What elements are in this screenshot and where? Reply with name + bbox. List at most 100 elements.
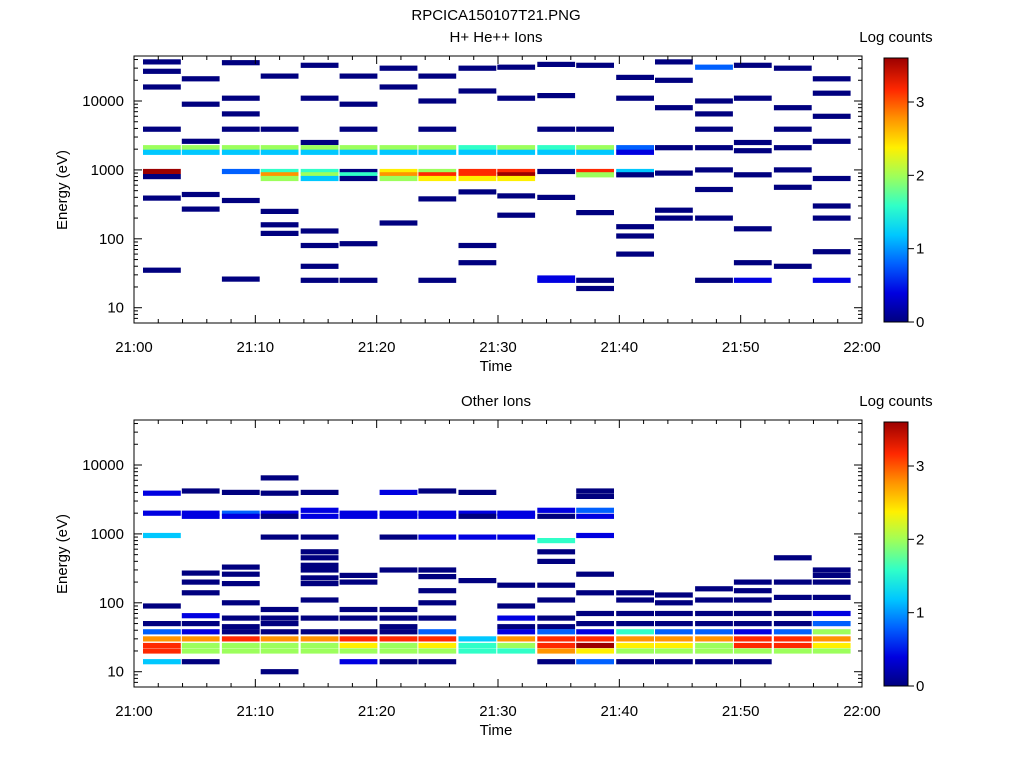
heatmap-cell bbox=[537, 549, 576, 555]
heatmap-cell bbox=[458, 172, 497, 178]
heatmap-cell bbox=[181, 488, 220, 494]
heatmap-cell bbox=[497, 64, 536, 70]
heatmap-cell bbox=[143, 174, 181, 180]
heatmap-cell bbox=[339, 73, 378, 79]
heatmap-cell bbox=[497, 513, 536, 519]
heatmap-cell bbox=[812, 249, 851, 255]
heatmap-cell bbox=[497, 149, 536, 155]
heatmap-cell bbox=[260, 175, 299, 182]
heatmap-cell bbox=[260, 621, 299, 627]
heatmap-cell bbox=[181, 149, 220, 155]
heatmap-cell bbox=[260, 475, 299, 481]
heatmap-cell bbox=[181, 513, 220, 519]
heatmap-cell bbox=[379, 636, 418, 642]
heatmap-cell bbox=[655, 636, 693, 642]
heatmap-cell bbox=[616, 590, 654, 596]
heatmap-cell bbox=[300, 95, 339, 101]
heatmap-cell bbox=[695, 659, 733, 665]
heatmap-cell bbox=[418, 510, 457, 516]
heatmap-cell bbox=[458, 145, 497, 151]
colorbar-tick-label: 0 bbox=[916, 314, 924, 331]
heatmap-cell bbox=[181, 636, 220, 642]
heatmap-cell bbox=[576, 149, 614, 155]
heatmap-cell bbox=[300, 277, 339, 283]
heatmap-cell bbox=[458, 636, 497, 642]
heatmap-cell bbox=[379, 624, 418, 630]
heatmap-cell bbox=[379, 534, 418, 540]
x-tick-label: 21:30 bbox=[479, 339, 517, 356]
heatmap-cell bbox=[143, 126, 181, 132]
heatmap-cell bbox=[143, 642, 181, 649]
heatmap-cell bbox=[339, 615, 378, 621]
heatmap-cell bbox=[143, 636, 181, 642]
y-axis-label: Energy (eV) bbox=[54, 514, 71, 594]
heatmap-cell bbox=[260, 168, 299, 175]
heatmap-cell bbox=[733, 648, 772, 654]
heatmap-cell bbox=[300, 149, 339, 155]
heatmap-cell bbox=[143, 267, 181, 273]
x-axis-label: Time bbox=[480, 358, 513, 375]
heatmap-cell bbox=[655, 145, 693, 151]
heatmap-cell bbox=[458, 642, 497, 649]
colorbar-label: Log counts bbox=[859, 393, 932, 410]
heatmap-cell bbox=[221, 629, 260, 635]
heatmap-cell bbox=[812, 579, 851, 585]
heatmap-cell bbox=[418, 629, 457, 635]
heatmap-cell bbox=[379, 145, 418, 151]
heatmap-cell bbox=[655, 592, 693, 598]
heatmap-cell bbox=[458, 88, 497, 94]
heatmap-cell bbox=[221, 571, 260, 577]
heatmap-cell bbox=[576, 172, 614, 178]
heatmap-cell bbox=[537, 636, 576, 642]
colorbar-ticks: 0 1 2 3 bbox=[908, 458, 924, 695]
heatmap-cell bbox=[221, 126, 260, 132]
heatmap-cell bbox=[733, 579, 772, 585]
heatmap-cell bbox=[143, 659, 181, 665]
heatmap-cell bbox=[655, 215, 693, 221]
heatmap-cell bbox=[655, 621, 693, 627]
heatmap-cell bbox=[812, 567, 851, 573]
heatmap-cell bbox=[576, 659, 614, 665]
heatmap-cell bbox=[616, 145, 654, 151]
heatmap-cell bbox=[300, 629, 339, 635]
heatmap-cell bbox=[733, 226, 772, 232]
heatmap-cell bbox=[260, 615, 299, 621]
heatmap-cell bbox=[300, 139, 339, 146]
heatmap-cell bbox=[221, 513, 260, 519]
heatmap-cell bbox=[339, 572, 378, 578]
heatmap-cell bbox=[221, 276, 260, 282]
heatmap-cell bbox=[339, 642, 378, 649]
heatmap-cell bbox=[537, 61, 576, 67]
colorbar-tick-label: 2 bbox=[916, 167, 924, 184]
heatmap-cell bbox=[221, 564, 260, 570]
heatmap-cell bbox=[260, 642, 299, 649]
heatmap-cell bbox=[418, 126, 457, 132]
heatmap-cell bbox=[576, 62, 614, 68]
heatmap-cell bbox=[537, 507, 576, 513]
heatmap-cell bbox=[655, 207, 693, 213]
heatmap-cell bbox=[733, 629, 772, 635]
heatmap-cell bbox=[497, 648, 536, 654]
heatmap-cell bbox=[418, 175, 457, 182]
y-tick-label: 100 bbox=[99, 231, 124, 248]
heatmap-cell bbox=[655, 600, 693, 606]
heatmap-cell bbox=[497, 172, 536, 178]
colorbar-tick-label: 1 bbox=[916, 241, 924, 258]
heatmap-cell bbox=[379, 642, 418, 649]
heatmap-cell bbox=[379, 149, 418, 155]
heatmap-cell bbox=[497, 636, 536, 642]
heatmap-cells bbox=[143, 59, 851, 292]
heatmap-cell bbox=[812, 572, 851, 578]
heatmap-cell bbox=[537, 629, 576, 635]
heatmap-cell bbox=[221, 581, 260, 587]
heatmap-cell bbox=[418, 277, 457, 283]
heatmap-cell bbox=[576, 168, 614, 175]
heatmap-cell bbox=[339, 175, 378, 182]
heatmap-cell bbox=[812, 277, 851, 283]
heatmap-cell bbox=[181, 659, 220, 665]
heatmap-cell bbox=[733, 621, 772, 627]
x-tick-label: 21:10 bbox=[237, 703, 275, 720]
x-tick-label: 21:30 bbox=[479, 703, 517, 720]
heatmap-cell bbox=[260, 534, 299, 540]
heatmap-cell bbox=[576, 277, 614, 283]
